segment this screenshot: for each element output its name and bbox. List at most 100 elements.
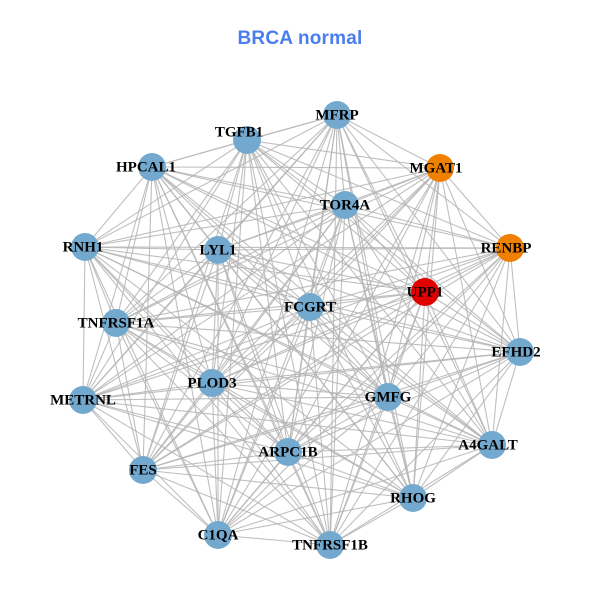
network-node[interactable] [411,278,439,306]
network-edge [246,139,414,499]
network-node[interactable] [323,101,351,129]
network-edge [387,396,493,446]
network-edge [115,322,219,536]
network-node-label: TOR4A [320,197,371,213]
network-edge [82,204,346,401]
network-node[interactable] [296,293,324,321]
network-node-label: RENBP [481,240,532,256]
network-node[interactable] [478,431,506,459]
network-edge [217,497,414,536]
network-edge [336,114,521,353]
network-node[interactable] [506,338,534,366]
network-edge [115,166,153,324]
network-node-label: UPP1 [407,284,444,300]
network-edge [151,166,346,206]
network-edge [142,469,219,536]
network-edge [82,399,289,453]
network-edge [329,396,389,546]
network-edge [211,306,311,384]
network-edge [344,204,521,353]
network-edge [329,204,346,546]
network-edge [336,114,426,293]
network-edge [142,382,213,471]
network-edge [211,382,219,536]
network-edge [329,167,441,546]
network-edge [329,497,414,546]
network-edge [115,306,311,324]
network-edge [491,351,521,446]
network-node[interactable] [138,153,166,181]
network-edge [115,204,346,324]
network-edge [82,306,311,401]
network-edge [246,139,521,353]
network-node[interactable] [198,369,226,397]
network-edge [439,167,521,353]
network-edge [217,167,441,536]
network-node[interactable] [316,531,344,559]
network-edge [115,167,441,324]
network-node[interactable] [331,191,359,219]
network-node[interactable] [496,234,524,262]
network-edge [84,166,153,248]
network-edge [115,249,219,324]
network-edge [151,139,248,168]
network-edge [246,139,346,206]
network-edge [309,306,493,446]
node-layer [69,101,534,559]
network-edge [287,451,414,499]
network-node-label: TGFB1 [215,124,263,140]
network-edge [217,204,346,251]
network-edge [82,166,153,401]
network-edge [151,166,331,546]
network-node[interactable] [69,386,97,414]
network-edge [509,247,521,353]
network-edge [287,451,331,546]
network-edge [412,351,521,499]
network-node[interactable] [129,456,157,484]
network-node-label: A4GALT [458,437,517,453]
network-node[interactable] [426,154,454,182]
network-edge [336,114,511,249]
network-node[interactable] [204,236,232,264]
network-edge [211,382,289,453]
network-edge [287,396,389,453]
network-edge [217,249,311,308]
network-node-label: GMFG [365,389,412,405]
network-node-label: METRNL [50,392,116,408]
network-node-label: HPCAL1 [116,159,176,175]
network-edge [84,246,493,446]
network-edge [412,247,511,499]
network-edge [211,382,414,499]
network-edge [211,249,219,384]
network-node[interactable] [102,309,130,337]
network-edge [217,534,331,546]
network-edge [412,167,441,499]
network-edge [115,322,521,353]
network-edge [82,399,493,446]
network-edge [151,166,219,536]
network-node[interactable] [374,383,402,411]
network-node[interactable] [71,233,99,261]
network-edge [115,322,389,398]
network-node[interactable] [399,484,427,512]
network-edge [211,382,493,446]
network-edge [217,247,511,251]
network-edge [151,166,521,353]
network-edge [82,399,331,546]
network-edge [287,444,493,453]
network-edge [84,246,426,293]
network-edge [84,114,338,248]
network-edge [309,306,521,353]
network-node-label: MFRP [315,107,358,123]
network-edge [344,204,414,499]
network-edge [387,396,414,499]
network-node[interactable] [233,126,261,154]
network-node[interactable] [274,438,302,466]
network-edge [82,351,521,401]
network-node[interactable] [204,521,232,549]
network-node-label: RHOG [390,490,436,506]
network-node-label: TNFRSF1B [292,537,368,553]
label-layer: MFRP TGFB1 MGAT1 HPCAL1 TOR4A RNH1 LYL1 RENBP UP… [50,107,541,553]
network-edge [151,166,426,293]
network-edge [329,247,511,546]
